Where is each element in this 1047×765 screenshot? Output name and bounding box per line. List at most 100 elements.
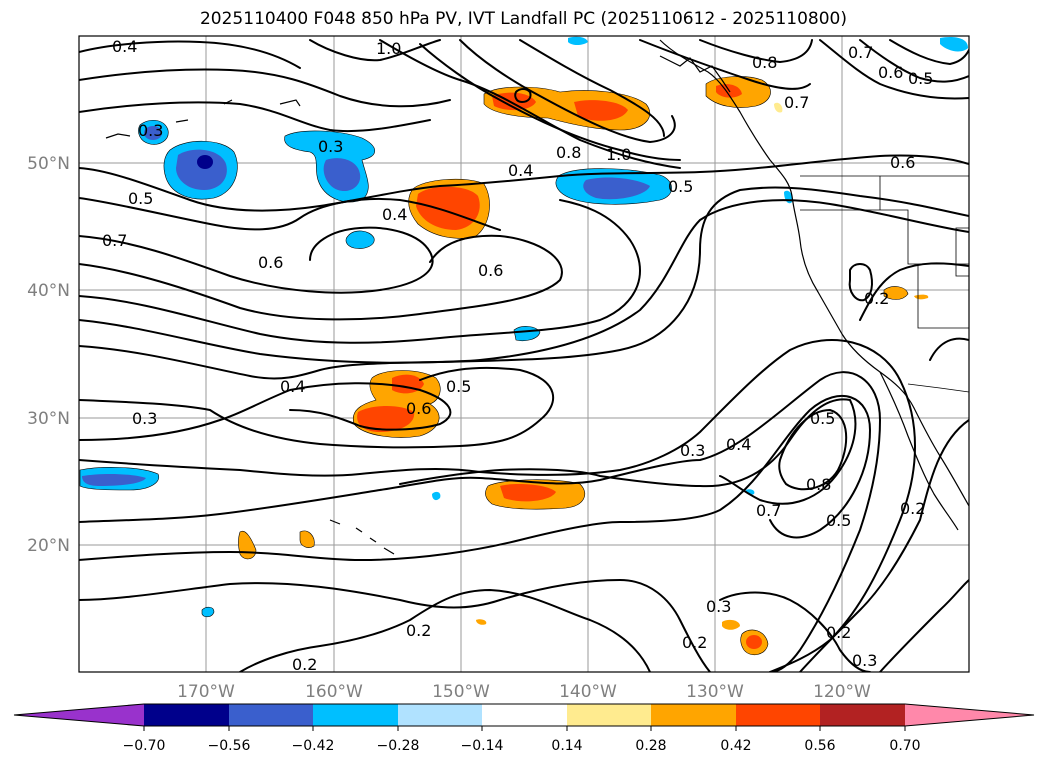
colorbar-tick-label: 0.70	[889, 738, 920, 754]
colorbar-segment	[398, 704, 482, 726]
contour-line	[79, 199, 641, 344]
contour-label: 0.2	[864, 289, 889, 308]
contour-label: 0.4	[112, 37, 137, 56]
pv-positive-shading	[238, 76, 929, 656]
pv-negative-region	[432, 491, 441, 501]
contour-label: 0.3	[852, 651, 877, 670]
colorbar-segment	[229, 704, 313, 726]
pv-negative-region	[201, 606, 215, 618]
contour-line	[819, 39, 969, 100]
contour-line	[514, 88, 532, 103]
contour-label: 0.4	[382, 205, 407, 224]
pv-positive-region	[476, 619, 487, 625]
contour-label: 0.5	[668, 177, 693, 196]
contour-line	[639, 39, 811, 90]
contour-label: 0.3	[132, 409, 157, 428]
lon-label: 170°W	[177, 682, 235, 702]
contour-line	[379, 39, 681, 169]
contour-line	[79, 371, 881, 672]
contour-label: 0.5	[446, 377, 471, 396]
contour-line	[79, 226, 434, 294]
contour-label: 0.6	[890, 153, 915, 172]
contour-line	[859, 39, 969, 83]
contour-label: 0.5	[908, 69, 933, 88]
hawaii-coastline	[329, 519, 395, 555]
pv-negative-region	[323, 158, 361, 192]
contour-label: 1.0	[376, 39, 401, 58]
colorbar-tick-label: −0.14	[461, 738, 504, 754]
colorbar-tick-label: −0.70	[123, 738, 166, 754]
contour-line	[79, 234, 563, 321]
colorbar-tick-label: 0.42	[720, 738, 751, 754]
contour-label: 0.8	[806, 475, 831, 494]
contour-line	[79, 68, 451, 108]
lat-label: 50°N	[27, 154, 70, 174]
contour-label: 0.3	[138, 121, 163, 140]
contour-label: 0.7	[756, 501, 781, 520]
contour-label: 0.4	[508, 161, 533, 180]
lon-label: 160°W	[305, 682, 363, 702]
contour-label: 0.7	[848, 43, 873, 62]
contour-label: 0.2	[900, 499, 925, 518]
pv-positive-region	[722, 619, 740, 630]
contour-line	[79, 366, 555, 449]
contour-label: 0.4	[280, 377, 305, 396]
pv-negative-region	[176, 149, 227, 190]
contour-label: 0.2	[292, 655, 317, 674]
colorbar-tick-label: 0.56	[804, 738, 835, 754]
lon-label: 130°W	[686, 682, 744, 702]
contour-label: 0.6	[878, 63, 903, 82]
pv-positive-region	[914, 294, 929, 300]
contour-label: 0.2	[826, 623, 851, 642]
pv-positive-region	[774, 102, 783, 113]
pv-positive-region	[416, 186, 480, 230]
colorbar-segment	[144, 704, 229, 726]
contour-line	[889, 39, 969, 65]
contour-line	[79, 339, 916, 672]
pv-negative-region	[197, 155, 213, 169]
pv-negative-region	[82, 473, 146, 486]
contour-line	[79, 40, 301, 69]
contour-line	[399, 398, 857, 505]
map-title: 2025110400 F048 850 hPa PV, IVT Landfall…	[199, 9, 847, 29]
pv-negative-region	[568, 36, 588, 45]
coastlines	[105, 39, 969, 555]
contour-label: 0.6	[478, 261, 503, 280]
contour-label: 0.5	[810, 409, 835, 428]
pv-positive-region	[299, 530, 315, 548]
contour-line	[79, 186, 969, 364]
colorbar-segment	[651, 704, 736, 726]
pv-negative-shading	[79, 36, 968, 618]
alaska-coastline	[659, 55, 731, 93]
contour-label: 0.3	[318, 137, 343, 156]
colorbar-tick-label: 0.14	[551, 738, 582, 754]
contour-label: 0.4	[726, 435, 751, 454]
contour-line	[419, 43, 681, 161]
lat-label: 40°N	[27, 281, 70, 301]
pv-positive-region	[574, 100, 628, 121]
contour-label: 0.3	[706, 597, 731, 616]
contour-label: 1.0	[606, 145, 631, 164]
colorbar-min-extension	[14, 704, 144, 726]
pv-positive-region	[746, 635, 762, 649]
island-chain	[105, 99, 301, 139]
contour-label: 0.6	[406, 399, 431, 418]
contour-line	[79, 154, 969, 212]
colorbar-segment	[482, 704, 567, 726]
lon-label: 120°W	[813, 682, 871, 702]
contour-line	[459, 39, 676, 143]
contour-label: 0.3	[680, 441, 705, 460]
colorbar-segment	[313, 704, 398, 726]
colorbar-segment	[820, 704, 905, 726]
pv-negative-region	[345, 230, 375, 249]
contour-label: 0.5	[826, 511, 851, 530]
lat-label: 30°N	[27, 409, 70, 429]
colorbar: −0.70 −0.56 −0.42 −0.28 −0.14 0.14 0.28 …	[13, 703, 1035, 754]
contour-line	[79, 101, 431, 133]
lat-label: 20°N	[27, 536, 70, 556]
colorbar-segment	[736, 704, 820, 726]
colorbar-tick-label: −0.42	[292, 738, 335, 754]
north-america-coastline	[659, 39, 969, 507]
map-frame	[78, 35, 970, 673]
